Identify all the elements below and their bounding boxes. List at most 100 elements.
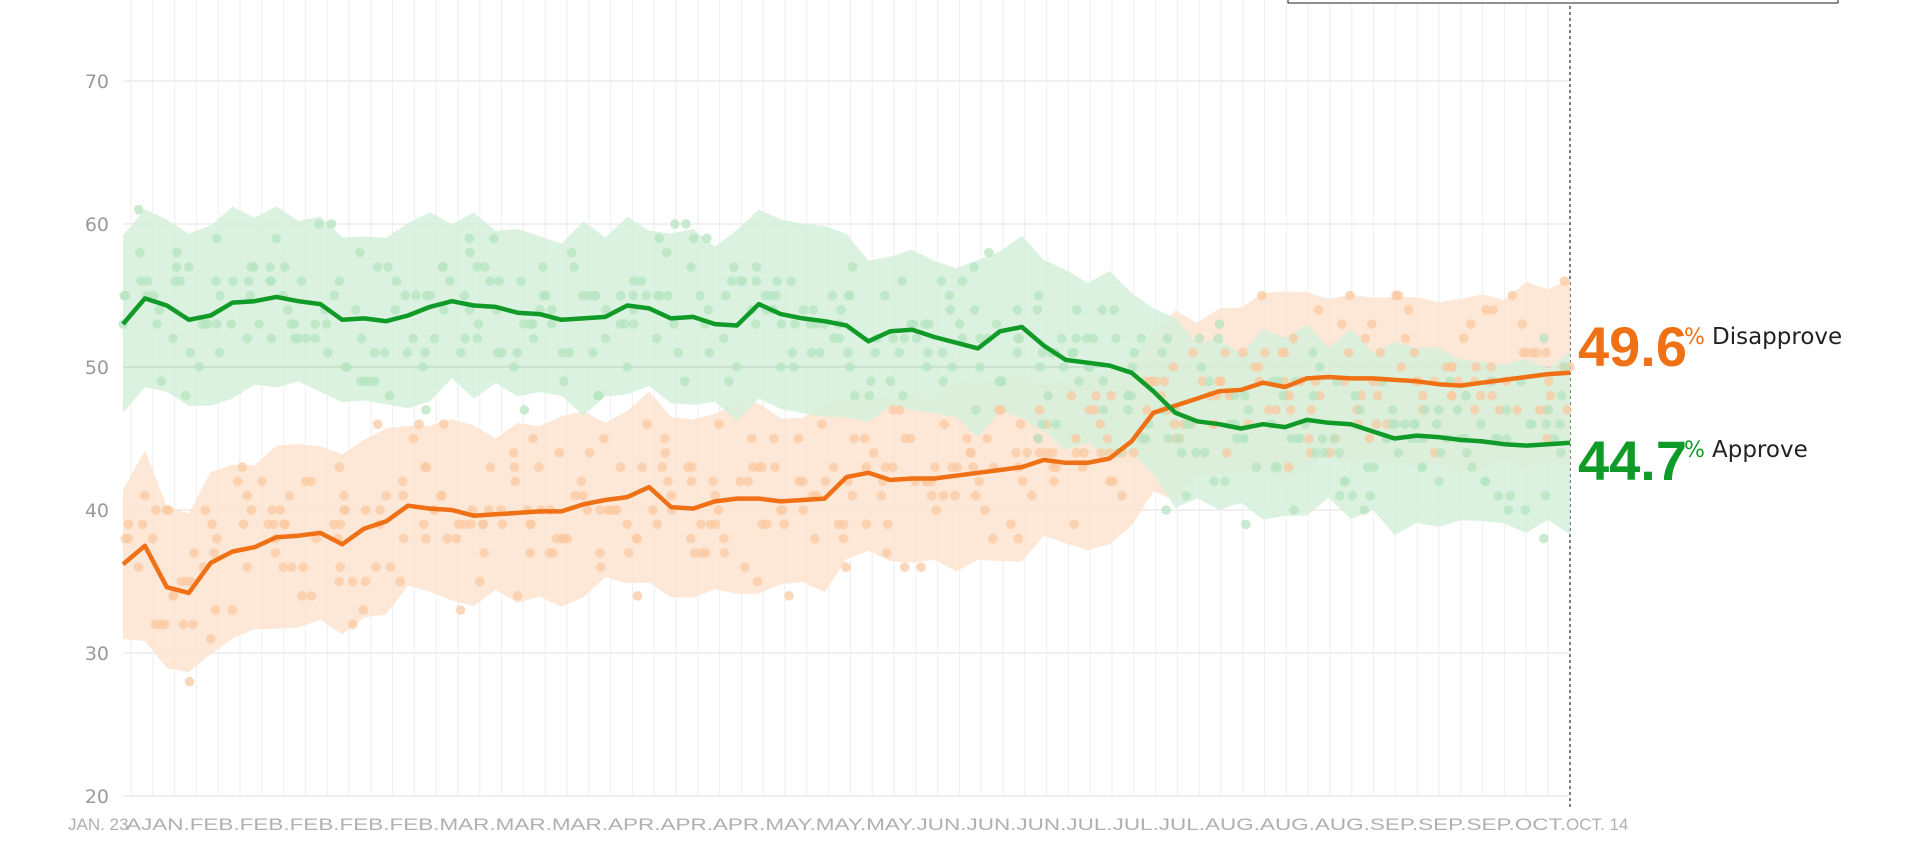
poll-dot [1220,347,1231,358]
poll-dot [436,490,446,501]
poll-dot [1556,448,1566,458]
poll-dot [827,290,838,301]
poll-dot [1238,347,1248,358]
poll-dot [1310,448,1321,458]
poll-dot [347,619,358,630]
poll-dot [843,347,853,358]
poll-dot [894,405,905,415]
y-tick-label: 40 [85,500,109,522]
poll-dot [1129,347,1139,358]
poll-dot [845,362,855,372]
poll-dot [772,276,782,287]
poll-dot [1017,476,1028,487]
poll-dot [584,448,595,458]
poll-dot [214,347,225,358]
poll-dot [148,290,159,301]
poll-dot [381,490,391,501]
poll-dot [628,276,639,287]
poll-dot [238,519,249,530]
poll-dot [847,490,858,501]
poll-dot [1161,505,1171,515]
poll-dot [340,362,351,372]
poll-dot [1097,305,1108,315]
poll-dot [1006,519,1016,530]
poll-dot [538,290,549,301]
poll-dot [478,519,489,530]
poll-dot [391,276,402,287]
poll-dot [528,433,538,444]
poll-dot [472,333,483,344]
series-lines [121,294,1571,596]
poll-dot [673,347,683,358]
poll-dot [278,562,289,572]
poll-dot [708,476,718,487]
poll-dot [1364,433,1375,444]
poll-dot [743,476,753,487]
poll-dot [172,247,182,258]
poll-dot [512,591,523,601]
poll-dot [1313,305,1324,315]
poll-dot [980,505,990,515]
poll-dot [962,433,972,444]
poll-dot [987,533,998,544]
poll-dot [1562,405,1572,415]
poll-dot [898,390,908,401]
poll-dot [455,605,466,615]
poll-dot [356,333,367,344]
poll-dot [418,519,429,530]
poll-dot [271,233,282,244]
poll-dot [1067,347,1077,358]
poll-dot [559,376,569,387]
poll-dot [1034,448,1045,458]
poll-dot [916,562,926,572]
poll-dot [369,347,380,358]
poll-dot [322,347,333,358]
poll-dot [1345,290,1355,301]
poll-dot [1541,419,1552,430]
poll-dot [750,319,761,329]
poll-dot [383,262,393,272]
poll-dot [1081,333,1092,344]
poll-dot [894,347,905,358]
poll-dot [1308,347,1318,358]
poll-dot [996,405,1007,415]
poll-dot [310,319,321,329]
poll-dot [1159,376,1170,387]
poll-dot [882,548,892,558]
poll-dot [1257,290,1267,301]
poll-dot [194,362,204,372]
poll-dot [969,262,979,272]
poll-dot [1559,362,1570,372]
poll-dot [1308,390,1318,401]
poll-dot [1393,448,1404,458]
poll-dot [569,262,579,272]
poll-dot [418,362,428,372]
poll-dot [189,548,199,558]
poll-dot [880,290,890,301]
poll-dot [150,619,161,630]
poll-dot [1433,405,1444,415]
poll-dot [944,290,955,301]
poll-dot [655,290,665,301]
x-axis-ticks: JAN. 23AJAN.FEB.FEB.FEB.FEB.FEB.MAR.MAR.… [68,815,1628,834]
poll-dot [1141,405,1152,415]
poll-dot [954,319,965,329]
poll-dot [864,390,875,401]
poll-dot [136,276,146,287]
poll-dot [1240,390,1250,401]
poll-dot [390,305,401,315]
poll-dot [451,533,462,544]
poll-dot [652,519,662,530]
poll-dot [163,505,174,515]
poll-dot [311,533,321,544]
poll-dot [784,591,794,601]
x-tick-label-start: JAN. 23 [68,815,128,834]
poll-dot [685,533,696,544]
poll-dot [297,591,308,601]
poll-dot [212,233,222,244]
poll-dot [1200,448,1210,458]
poll-dot [1314,362,1325,372]
poll-dot [1033,290,1044,301]
poll-dot [339,505,350,515]
poll-dot [497,347,507,358]
